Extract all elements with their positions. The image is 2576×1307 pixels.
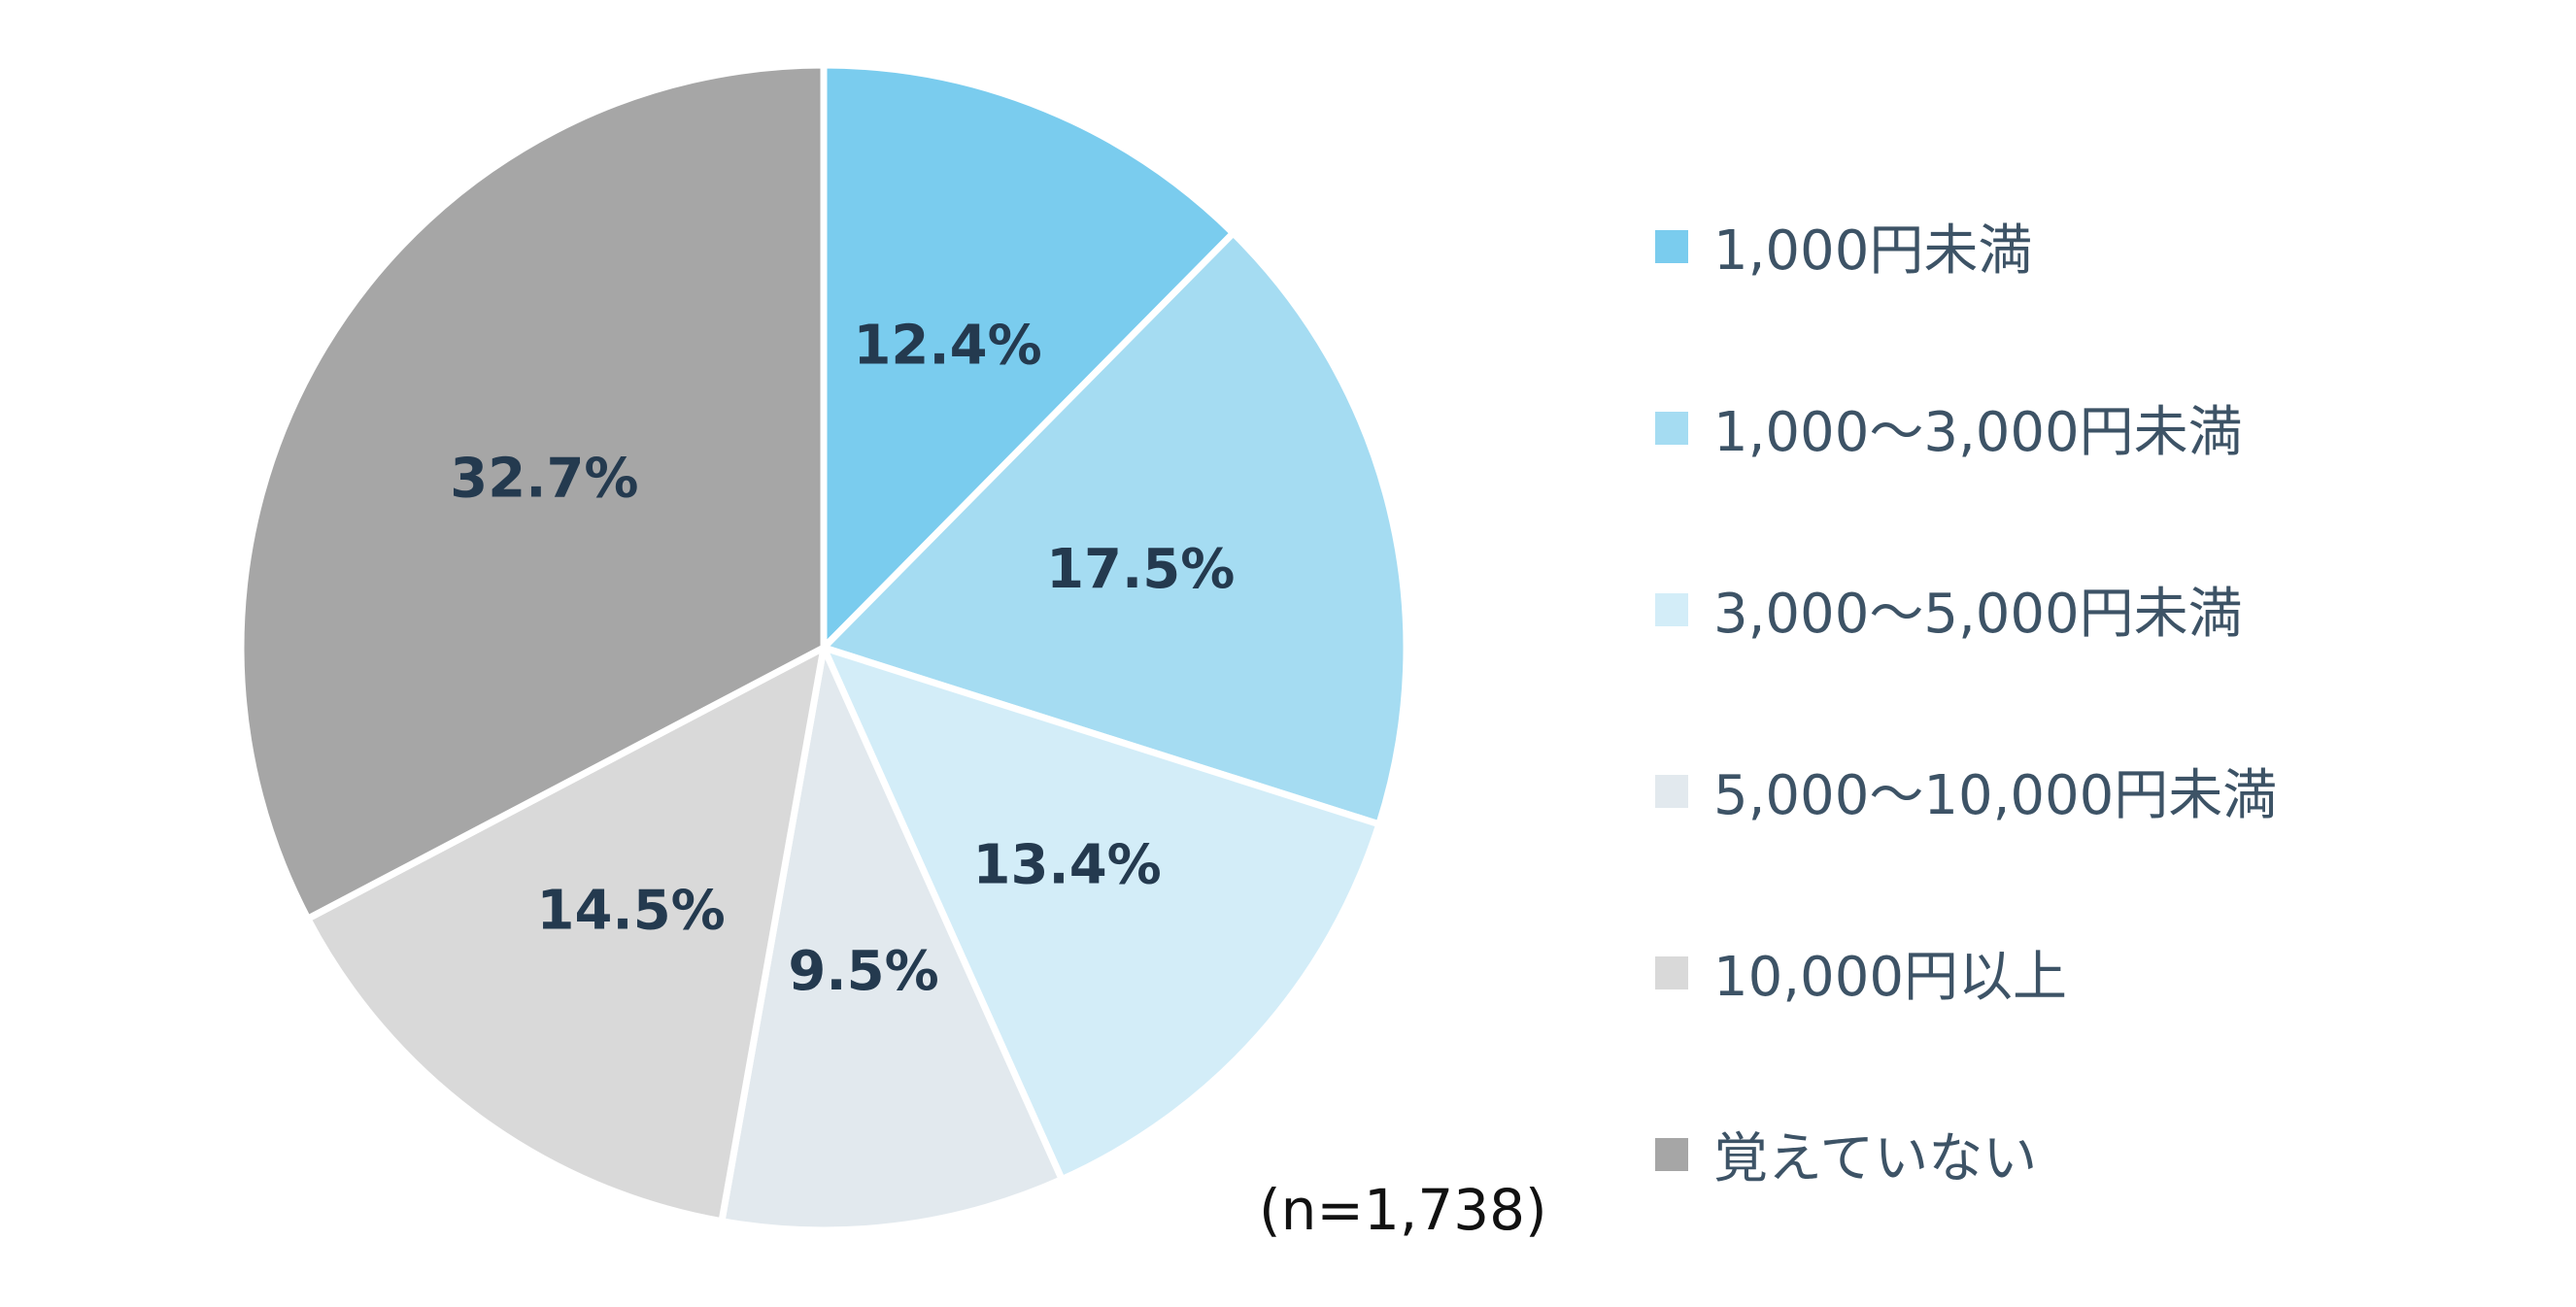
legend-item-5: 10,000円以上 bbox=[1655, 882, 2277, 1063]
legend-label: 1,000〜3,000円未満 bbox=[1713, 401, 2243, 464]
legend-swatch bbox=[1655, 955, 1688, 989]
legend: 1,000円未満 1,000〜3,000円未満 3,000〜5,000円未満 5,00… bbox=[1655, 155, 2277, 1245]
pie-slice-2 bbox=[820, 229, 1410, 828]
legend-label: 1,000円未満 bbox=[1713, 219, 2033, 283]
legend-label: 覚えていない bbox=[1713, 1127, 2038, 1190]
pie-slice-5 bbox=[304, 644, 828, 1225]
slice-data-label-6: 32.7% bbox=[450, 448, 638, 511]
slice-data-label-5: 14.5% bbox=[537, 880, 726, 943]
legend-swatch bbox=[1655, 229, 1688, 263]
legend-label: 10,000円以上 bbox=[1713, 946, 2067, 1009]
legend-item-1: 1,000円未満 bbox=[1655, 155, 2277, 337]
pie-slice-6 bbox=[237, 61, 828, 922]
legend-item-4: 5,000〜10,000円未満 bbox=[1655, 700, 2277, 882]
pie-slice-4 bbox=[718, 644, 1066, 1234]
legend-swatch bbox=[1655, 592, 1688, 626]
legend-item-6: 覚えていない bbox=[1655, 1063, 2277, 1245]
legend-item-3: 3,000〜5,000円未満 bbox=[1655, 519, 2277, 700]
pie-slice-3 bbox=[820, 644, 1383, 1184]
legend-item-2: 1,000〜3,000円未満 bbox=[1655, 337, 2277, 519]
legend-label: 5,000〜10,000円未満 bbox=[1713, 764, 2278, 827]
legend-swatch bbox=[1655, 774, 1688, 808]
sample-size-note: (n=1,738) bbox=[1259, 1177, 1547, 1243]
slice-data-label-1: 12.4% bbox=[853, 315, 1041, 378]
legend-swatch bbox=[1655, 1137, 1688, 1171]
pie-slice-1 bbox=[820, 61, 1237, 652]
legend-label: 3,000〜5,000円未満 bbox=[1713, 583, 2243, 646]
slice-data-label-3: 13.4% bbox=[972, 833, 1161, 896]
slice-data-label-4: 9.5% bbox=[788, 940, 938, 1003]
legend-swatch bbox=[1655, 411, 1688, 445]
slice-data-label-2: 17.5% bbox=[1046, 538, 1235, 601]
